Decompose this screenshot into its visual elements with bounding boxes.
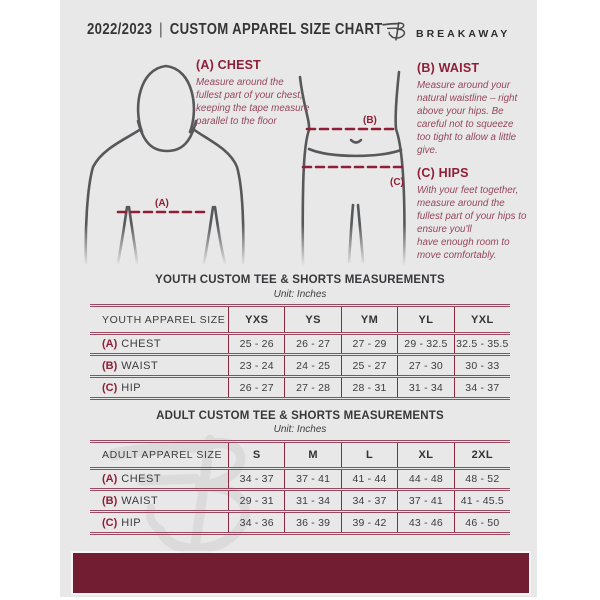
measurement-value: 27 - 29 bbox=[340, 335, 397, 353]
row-label: WAIST bbox=[121, 494, 159, 507]
waist-marker-label: (B) bbox=[363, 115, 377, 126]
measurement-value: 43 - 46 bbox=[397, 513, 453, 532]
measurement-value: 28 - 31 bbox=[340, 378, 397, 397]
table-header-row: ADULT APPAREL SIZE S M L XL 2XL bbox=[90, 440, 510, 467]
hips-guide-heading: (C) HIPS bbox=[417, 166, 469, 180]
torso-figure: (A) bbox=[84, 64, 245, 265]
year-range: 2022/2023 bbox=[87, 21, 153, 38]
table-row: (C) HIP 26 - 27 27 - 28 28 - 31 31 - 34 3… bbox=[90, 375, 510, 397]
measurement-value: 44 - 48 bbox=[397, 470, 453, 488]
size-header: XL bbox=[397, 443, 453, 467]
measurement-value: 25 - 27 bbox=[340, 356, 397, 375]
row-prefix: (C) bbox=[102, 381, 118, 394]
measurement-value: 29 - 31 bbox=[228, 491, 284, 510]
size-chart-page: 2022/2023 | CUSTOM APPAREL SIZE CHART BREA… bbox=[60, 0, 537, 597]
size-header: YXL bbox=[453, 307, 510, 332]
adult-unit-label: Unit: Inches bbox=[273, 424, 327, 435]
chart-title: CUSTOM APPAREL SIZE CHART bbox=[169, 21, 383, 38]
row-prefix: (A) bbox=[102, 473, 118, 485]
size-header: M bbox=[284, 443, 340, 467]
brand-lockup: BREAKAWAY bbox=[382, 17, 510, 45]
size-header: S bbox=[228, 443, 284, 467]
measurement-value: 32.5 - 35.5 bbox=[453, 335, 510, 353]
row-prefix: (B) bbox=[102, 359, 118, 372]
measurement-value: 26 - 27 bbox=[228, 378, 284, 397]
measurement-value: 46 - 50 bbox=[453, 513, 510, 532]
measurement-value: 36 - 39 bbox=[284, 513, 340, 532]
chest-marker-label: (A) bbox=[155, 198, 169, 209]
size-header: YL bbox=[397, 307, 453, 332]
measurement-value: 41 - 45.5 bbox=[453, 491, 510, 510]
size-header: YXS bbox=[228, 307, 284, 332]
table-row: (C) HIP 34 - 36 36 - 39 39 - 42 43 - 46 4… bbox=[90, 510, 510, 532]
row-label: HIP bbox=[121, 516, 142, 529]
table-row: (B) WAIST 23 - 24 24 - 25 25 - 27 27 - 30… bbox=[90, 353, 510, 375]
chest-guide-text: Measure around the fullest part of your … bbox=[196, 77, 310, 127]
adult-section-title: ADULT CUSTOM TEE & SHORTS MEASUREMENTS bbox=[156, 410, 444, 422]
hips-guide-text: With your feet together, measure around … bbox=[417, 185, 527, 261]
footer-accent-bar bbox=[73, 553, 529, 593]
hip-marker-label: (C) bbox=[390, 177, 404, 188]
row-label: HIP bbox=[121, 381, 142, 394]
brand-name: BREAKAWAY bbox=[416, 28, 511, 40]
youth-unit-label: Unit: Inches bbox=[273, 289, 327, 300]
row-label: CHEST bbox=[121, 338, 162, 350]
lower-body-figure: (B) (C) bbox=[298, 70, 407, 267]
row-prefix: (C) bbox=[102, 516, 118, 529]
row-label: CHEST bbox=[121, 473, 162, 485]
waist-guide-heading: (B) WAIST bbox=[417, 61, 480, 75]
measurement-diagram: (A) (B) (C) bbox=[84, 64, 407, 267]
adult-size-col-header: ADULT APPAREL SIZE bbox=[102, 449, 223, 461]
measurement-value: 25 - 26 bbox=[228, 335, 284, 353]
youth-size-col-header: YOUTH APPAREL SIZE bbox=[102, 313, 226, 326]
measurement-value: 23 - 24 bbox=[228, 356, 284, 375]
measurement-value: 27 - 30 bbox=[397, 356, 453, 375]
waist-guide-text: Measure around your natural waistline – … bbox=[417, 80, 518, 156]
measurement-value: 24 - 25 bbox=[284, 356, 340, 375]
measurement-value: 37 - 41 bbox=[397, 491, 453, 510]
table-header-row: YOUTH APPAREL SIZE YXS YS YM YL YXL bbox=[90, 304, 510, 332]
title-divider: | bbox=[159, 21, 163, 38]
size-header: 2XL bbox=[453, 443, 510, 467]
measurement-value: 31 - 34 bbox=[284, 491, 340, 510]
chest-guide-heading: (A) CHEST bbox=[196, 58, 261, 72]
table-row: (A) CHEST 34 - 37 37 - 41 41 - 44 44 - 48… bbox=[90, 467, 510, 488]
brand-watermark bbox=[106, 418, 261, 580]
size-header: YS bbox=[284, 307, 340, 332]
measurement-value: 37 - 41 bbox=[284, 470, 340, 488]
adult-size-table: ADULT APPAREL SIZE S M L XL 2XL (A) CHEST… bbox=[90, 440, 510, 535]
youth-section-title: YOUTH CUSTOM TEE & SHORTS MEASUREMENTS bbox=[155, 274, 445, 286]
measurement-value: 30 - 33 bbox=[453, 356, 510, 375]
row-prefix: (B) bbox=[102, 494, 118, 507]
breakaway-logo-icon bbox=[382, 21, 406, 41]
measurement-value: 29 - 32.5 bbox=[397, 335, 453, 353]
row-label: WAIST bbox=[121, 359, 159, 372]
table-row: (A) CHEST 25 - 26 26 - 27 27 - 29 29 - 32… bbox=[90, 332, 510, 353]
measurement-value: 48 - 52 bbox=[453, 470, 510, 488]
size-header: L bbox=[340, 443, 397, 467]
measurement-value: 34 - 36 bbox=[228, 513, 284, 532]
measurement-value: 34 - 37 bbox=[453, 378, 510, 397]
size-header: YM bbox=[340, 307, 397, 332]
measurement-value: 34 - 37 bbox=[340, 491, 397, 510]
youth-size-table: YOUTH APPAREL SIZE YXS YS YM YL YXL (A) C… bbox=[90, 304, 510, 400]
measurement-value: 26 - 27 bbox=[284, 335, 340, 353]
measurement-value: 27 - 28 bbox=[284, 378, 340, 397]
page-title: 2022/2023 | CUSTOM APPAREL SIZE CHART bbox=[87, 21, 383, 39]
measurement-value: 34 - 37 bbox=[228, 470, 284, 488]
measurement-value: 31 - 34 bbox=[397, 378, 453, 397]
measurement-value: 39 - 42 bbox=[340, 513, 397, 532]
row-prefix: (A) bbox=[102, 338, 118, 350]
table-row: (B) WAIST 29 - 31 31 - 34 34 - 37 37 - 41… bbox=[90, 488, 510, 510]
measurement-value: 41 - 44 bbox=[340, 470, 397, 488]
